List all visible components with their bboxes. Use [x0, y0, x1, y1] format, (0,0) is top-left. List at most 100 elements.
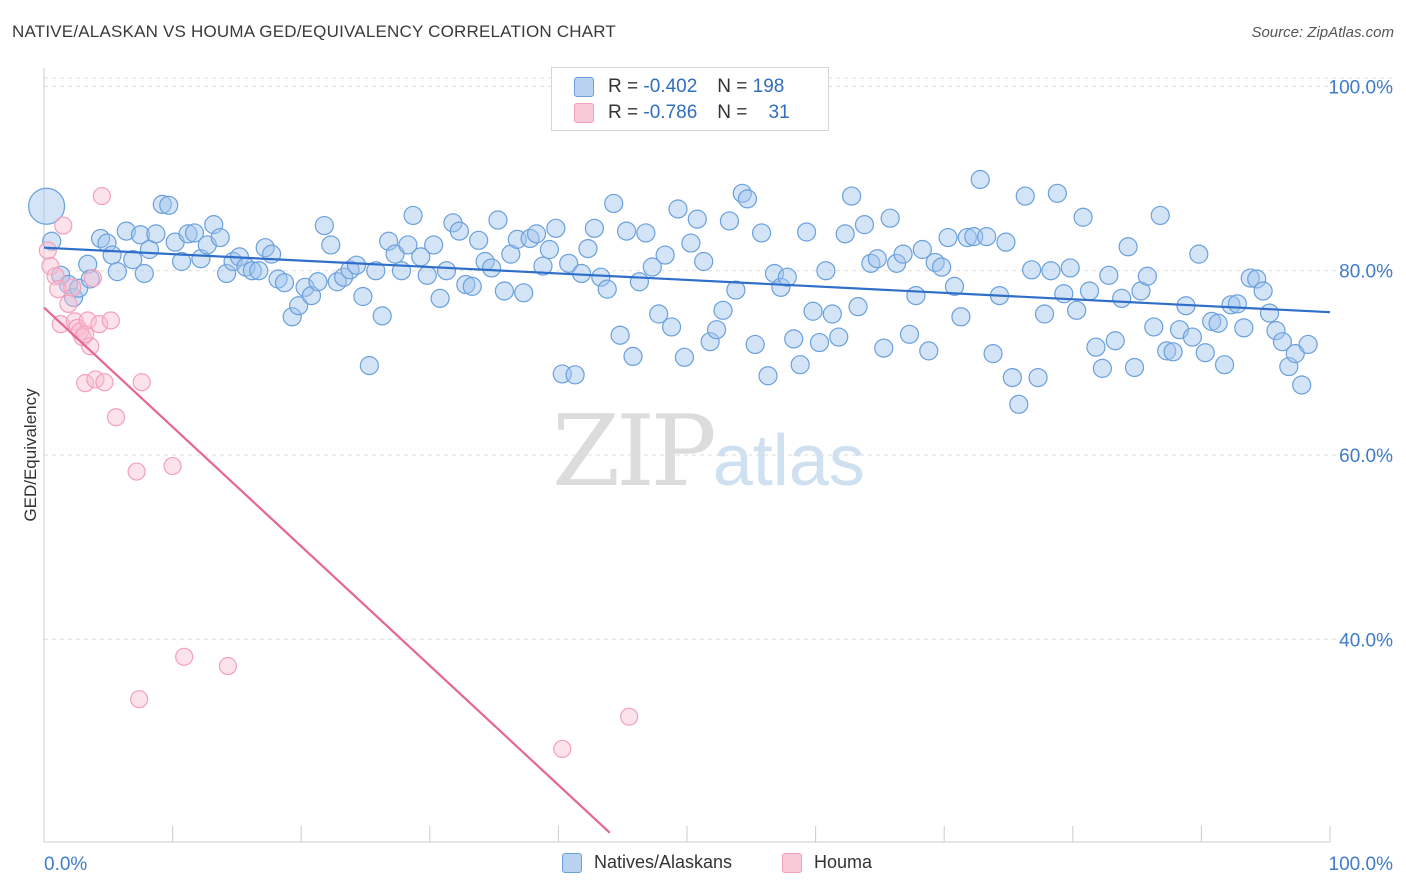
houma-point: [163, 456, 182, 476]
natives-point: [1298, 334, 1318, 355]
natives-point: [249, 261, 269, 281]
natives-point: [1214, 355, 1235, 375]
watermark-zip: ZIP: [552, 395, 717, 509]
natives-point: [488, 210, 508, 230]
natives-point: [835, 224, 855, 244]
natives-point: [514, 283, 534, 303]
natives-point: [242, 261, 262, 281]
natives-point: [854, 215, 875, 235]
natives-point: [803, 301, 823, 321]
natives-point: [809, 332, 830, 353]
natives-point: [353, 286, 373, 307]
natives-point: [1247, 269, 1267, 289]
natives-point: [146, 224, 166, 244]
houma-point: [127, 462, 146, 481]
natives-point: [346, 255, 367, 275]
natives-point: [449, 221, 469, 241]
natives-point: [210, 227, 230, 248]
houma-point: [92, 186, 111, 206]
natives-point: [436, 261, 457, 281]
houma-n-value: 31: [768, 102, 790, 123]
natives-point: [784, 329, 804, 349]
natives-point: [1227, 294, 1248, 314]
natives-point: [822, 304, 842, 324]
natives-point: [944, 276, 965, 296]
natives-point: [398, 235, 418, 255]
natives-point: [1208, 313, 1228, 333]
natives-point: [1144, 317, 1164, 337]
gridlines: [44, 77, 1395, 640]
natives-point: [565, 365, 585, 385]
natives-point: [957, 227, 977, 248]
natives-point: [1002, 368, 1022, 388]
natives-point: [893, 244, 913, 264]
natives-point: [1292, 375, 1312, 395]
houma-point: [59, 294, 78, 313]
axes: [43, 68, 1331, 843]
natives-point: [951, 307, 971, 327]
natives-point: [912, 239, 932, 260]
natives-point: [481, 258, 502, 278]
natives-point: [1137, 266, 1157, 286]
natives-point: [1047, 183, 1067, 203]
natives-point: [732, 183, 752, 203]
natives-point: [1202, 311, 1222, 331]
natives-point: [694, 251, 714, 272]
x-tick-label-max: 100.0%: [1329, 854, 1394, 875]
natives-swatch: [574, 77, 594, 97]
natives-point: [700, 332, 720, 352]
natives-point: [932, 257, 952, 277]
natives-point: [616, 221, 637, 241]
natives-legend-swatch: [562, 852, 582, 873]
houma-point: [76, 374, 95, 393]
natives-point: [1034, 304, 1055, 324]
natives-point: [661, 317, 682, 337]
natives-point: [636, 223, 656, 243]
natives-point: [674, 347, 695, 367]
natives-point: [1118, 237, 1138, 257]
natives-point: [867, 249, 887, 269]
natives-point: [546, 218, 566, 238]
watermark-atlas: atlas: [712, 421, 865, 501]
natives-point: [706, 320, 727, 340]
natives-point: [102, 245, 122, 265]
x-tick-label-min: 0.0%: [44, 854, 87, 875]
houma-point: [620, 707, 639, 726]
y-tick-label: 100.0%: [1329, 77, 1394, 98]
legend-row-natives: R = -0.402 N = 198: [574, 75, 784, 99]
natives-point: [1240, 268, 1260, 288]
houma-swatch: [574, 103, 594, 123]
y-tick-label: 40.0%: [1339, 630, 1393, 651]
natives-point: [533, 256, 553, 276]
natives-point: [591, 267, 611, 287]
natives-point: [282, 307, 302, 327]
correlation-legend: R = -0.402 N = 198 R = -0.786 N = 31: [551, 67, 829, 131]
bottom-legend-natives[interactable]: Natives/Alaskans: [562, 852, 732, 873]
natives-point: [78, 254, 98, 274]
natives-point: [1150, 205, 1170, 226]
natives-point: [123, 250, 143, 270]
natives-point: [1009, 394, 1029, 414]
natives-point: [1073, 207, 1093, 227]
natives-point: [1272, 332, 1293, 352]
natives-point: [268, 269, 288, 289]
natives-point: [1234, 318, 1254, 338]
houma-legend-label: Houma: [814, 852, 873, 872]
natives-point: [737, 189, 758, 209]
bottom-legend-houma[interactable]: Houma: [782, 852, 872, 873]
natives-point: [1221, 295, 1241, 315]
natives-point: [719, 211, 740, 231]
houma-point: [73, 327, 92, 347]
houma-point: [81, 337, 100, 356]
natives-point: [152, 194, 172, 214]
natives-point: [1028, 368, 1048, 388]
natives-n-label: N =: [717, 76, 748, 97]
natives-point: [184, 223, 205, 243]
natives-point: [1266, 321, 1286, 341]
natives-point: [107, 262, 127, 282]
natives-n-value: 198: [752, 76, 785, 97]
natives-point: [372, 306, 392, 326]
natives-point: [597, 279, 617, 299]
natives-point: [726, 280, 746, 300]
houma-n-label: N =: [717, 102, 748, 123]
